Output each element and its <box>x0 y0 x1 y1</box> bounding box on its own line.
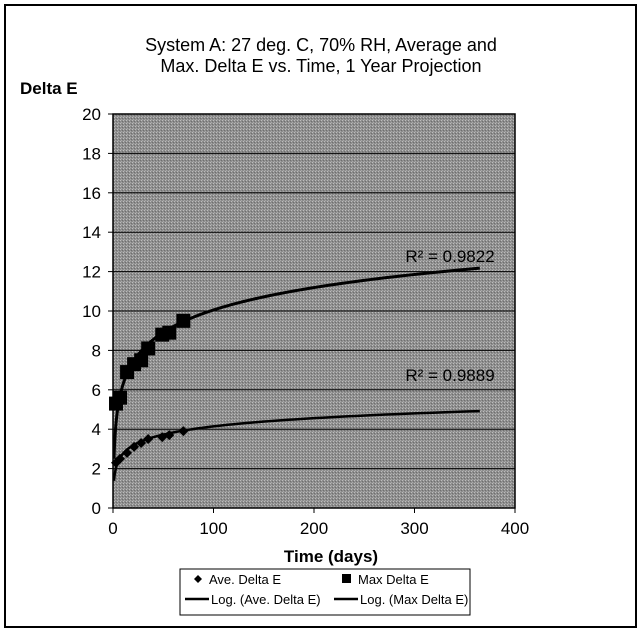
y-axis-label: Delta E <box>20 79 78 98</box>
x-tick-labels: 0 100 200 300 400 <box>108 508 529 538</box>
max-delta-e-point <box>141 341 156 356</box>
r-squared-ave: R² = 0.9889 <box>405 366 494 385</box>
y-tick-label: 20 <box>82 105 101 124</box>
y-tick-label: 12 <box>82 263 101 282</box>
gridlines <box>113 152 515 470</box>
y-tick-label: 6 <box>92 381 101 400</box>
legend-entry: Ave. Delta E <box>209 572 281 587</box>
x-tick-label: 0 <box>108 519 117 538</box>
ave-delta-e-point <box>178 426 189 437</box>
x-axis-label: Time (days) <box>284 547 378 566</box>
y-tick-label: 16 <box>82 184 101 203</box>
ave-delta-e-point <box>115 453 126 464</box>
max-delta-e-point <box>162 325 177 340</box>
x-tick-label: 300 <box>400 519 428 538</box>
legend-entry: Log. (Max Delta E) <box>360 592 468 607</box>
legend-swatch-max <box>342 574 351 583</box>
y-tick-labels: 0 2 4 6 8 10 12 14 16 18 20 <box>82 105 113 518</box>
y-tick-label: 18 <box>82 144 101 163</box>
legend-entry: Log. (Ave. Delta E) <box>211 592 321 607</box>
legend-box <box>179 568 471 616</box>
r-squared-labels: R² = 0.9889 R² = 0.9822 <box>405 247 494 385</box>
max-delta-e-point <box>113 390 128 405</box>
legend-swatch-ave <box>194 575 202 583</box>
legend-entry: Max Delta E <box>358 572 429 587</box>
y-tick-label: 10 <box>82 302 101 321</box>
y-tick-label: 4 <box>92 420 101 439</box>
max-delta-e-point <box>176 313 191 328</box>
y-tick-label: 0 <box>92 499 101 518</box>
r-squared-max: R² = 0.9822 <box>405 247 494 266</box>
ave-delta-e-point <box>157 432 168 443</box>
ave-delta-e-point <box>129 441 140 452</box>
x-tick-label: 400 <box>501 519 529 538</box>
y-tick-label: 8 <box>92 341 101 360</box>
ave-delta-e-point <box>136 437 147 448</box>
legend: Ave. Delta E Max Delta E Log. (Ave. Delta … <box>179 568 471 616</box>
chart-title-line-2: Max. Delta E vs. Time, 1 Year Projection <box>160 56 481 76</box>
chart-title-line-1: System A: 27 deg. C, 70% RH, Average and <box>145 35 497 55</box>
y-tick-label: 14 <box>82 223 101 242</box>
max-delta-e-point <box>134 353 149 368</box>
ave-delta-e-point <box>164 430 175 441</box>
data-markers <box>109 313 191 468</box>
x-tick-label: 200 <box>300 519 328 538</box>
ave-delta-e-point <box>143 434 154 445</box>
ave-delta-e-point <box>122 447 133 458</box>
y-tick-label: 2 <box>92 460 101 479</box>
x-tick-label: 100 <box>199 519 227 538</box>
